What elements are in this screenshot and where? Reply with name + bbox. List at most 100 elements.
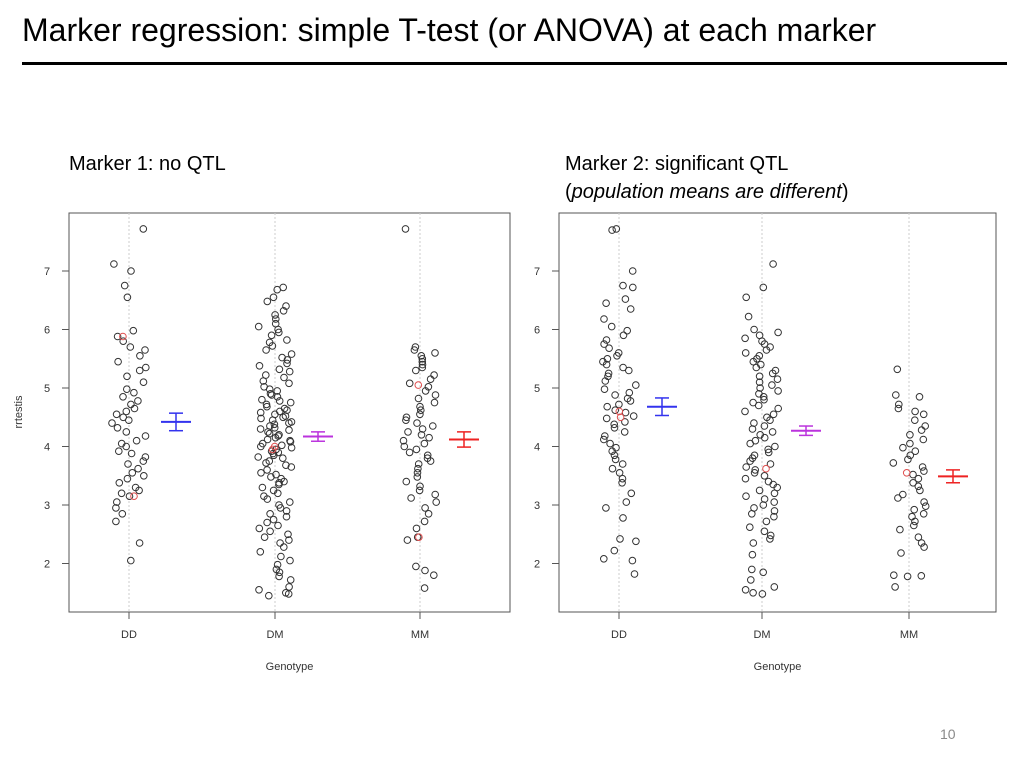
data-point — [748, 565, 756, 574]
data-point — [139, 378, 148, 387]
data-point — [771, 442, 779, 451]
data-point — [276, 539, 284, 547]
data-point — [760, 527, 769, 536]
data-point — [402, 416, 410, 425]
data-point — [601, 377, 610, 385]
data-point — [254, 322, 263, 331]
data-point — [619, 331, 628, 340]
data-point — [129, 326, 138, 335]
data-point — [920, 543, 928, 551]
data-point — [132, 436, 141, 445]
data-point — [426, 375, 435, 384]
data-point — [108, 419, 116, 427]
data-point — [766, 416, 774, 425]
data-point — [750, 325, 758, 334]
data-point — [134, 464, 142, 473]
data-point — [749, 539, 758, 547]
data-point — [285, 426, 293, 434]
data-point — [748, 425, 757, 433]
data-point — [263, 402, 271, 411]
slide-title: Marker regression: simple T-test (or ANO… — [22, 12, 877, 48]
data-point — [139, 225, 148, 233]
data-point — [610, 546, 619, 555]
data-point — [275, 568, 284, 577]
data-point — [755, 378, 764, 387]
data-point — [270, 420, 279, 429]
data-point — [418, 363, 427, 372]
data-point — [279, 454, 287, 463]
data-point — [286, 576, 295, 584]
data-point — [272, 470, 280, 479]
data-point — [273, 285, 282, 294]
x-tick-label: DD — [121, 629, 137, 641]
data-point — [287, 443, 296, 452]
data-point — [283, 336, 291, 344]
data-point — [891, 583, 899, 591]
data-point — [425, 433, 433, 442]
data-point — [287, 463, 296, 471]
data-point — [118, 510, 127, 518]
data-point — [628, 267, 637, 275]
data-point — [256, 408, 265, 417]
data-point — [911, 517, 919, 526]
data-point — [282, 461, 290, 470]
x-tick-label: DM — [753, 629, 770, 641]
left-panel-caption: Marker 1: no QTL — [69, 153, 226, 175]
data-point — [413, 473, 422, 481]
data-point — [287, 350, 296, 358]
data-point — [125, 492, 134, 501]
data-point — [601, 432, 609, 440]
data-point — [749, 589, 757, 597]
x-tick-label: MM — [411, 629, 429, 641]
y-tick-label: 4 — [534, 442, 540, 454]
data-point — [414, 394, 423, 403]
data-point — [911, 416, 919, 425]
data-point — [418, 355, 427, 363]
data-point — [610, 424, 619, 432]
data-point — [741, 586, 750, 594]
data-point — [259, 377, 268, 385]
data-point — [744, 312, 753, 321]
data-point — [414, 464, 422, 473]
data-point — [272, 315, 280, 323]
data-point — [602, 504, 610, 512]
data-point — [279, 413, 287, 422]
data-point — [426, 457, 435, 465]
data-point — [741, 474, 750, 483]
data-point — [119, 393, 127, 401]
data-point — [910, 521, 918, 530]
data-point — [418, 425, 427, 433]
data-point — [602, 299, 610, 308]
data-point — [127, 267, 135, 275]
data-point — [412, 445, 421, 454]
data-point — [142, 363, 150, 372]
data-point — [402, 477, 411, 486]
data-point — [774, 404, 783, 413]
data-point — [618, 460, 627, 468]
data-point — [612, 225, 621, 233]
right-caption-line2: (population means are different) — [565, 178, 849, 206]
data-point — [123, 474, 132, 483]
data-point — [911, 447, 920, 456]
caption-italic-note: population means are different — [571, 181, 842, 203]
data-point — [134, 397, 142, 405]
data-point — [421, 387, 430, 395]
data-point — [405, 379, 414, 388]
data-point — [906, 451, 915, 460]
data-point — [894, 404, 903, 413]
data-point — [620, 428, 629, 436]
data-point — [749, 357, 758, 366]
data-point — [420, 439, 429, 448]
data-point — [141, 346, 149, 354]
data-point — [127, 556, 135, 565]
data-point — [917, 426, 926, 434]
data-point — [911, 407, 919, 416]
data-point — [263, 466, 271, 474]
data-point — [770, 489, 779, 498]
data-point — [914, 533, 923, 542]
mean-errorbar-dm — [791, 425, 821, 437]
data-point — [255, 586, 263, 594]
data-point — [625, 366, 633, 375]
data-point — [277, 552, 285, 561]
